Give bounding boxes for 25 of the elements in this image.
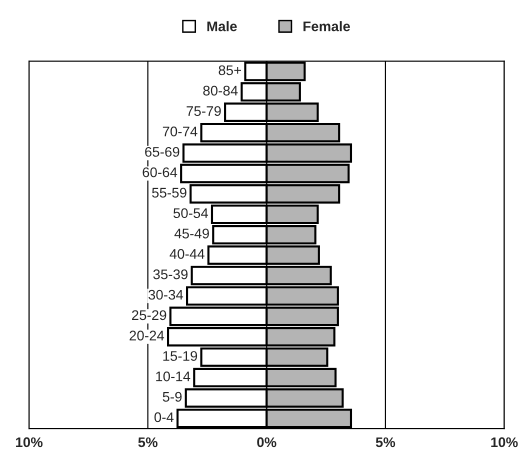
x-tick-label: 5% — [138, 437, 158, 448]
y-tick-label: 80-84 — [203, 86, 238, 96]
x-tick-label: 0% — [257, 437, 276, 448]
y-tick-label: 50-54 — [173, 208, 208, 218]
legend-label: Female — [304, 21, 350, 32]
y-tick-label: 40-44 — [170, 249, 204, 259]
y-tick-label: 30-34 — [148, 290, 184, 300]
y-tick-label: 45-49 — [174, 228, 209, 238]
x-tick-label: 5% — [376, 437, 396, 448]
x-tick-label: 10% — [16, 437, 43, 448]
y-tick-label: 75-79 — [186, 106, 221, 116]
y-tick-label: 85+ — [218, 65, 242, 76]
y-tick-label: 15-19 — [163, 351, 198, 361]
y-tick-label: 65-69 — [145, 146, 180, 157]
y-tick-label: 35-39 — [153, 269, 188, 280]
y-tick-label: 60-64 — [142, 167, 178, 178]
y-tick-label: 5-9 — [162, 392, 182, 402]
legend-label: Male — [207, 21, 237, 32]
y-tick-label: 20-24 — [130, 330, 164, 340]
y-tick-label: 0-4 — [154, 412, 174, 422]
y-tick-label: 55-59 — [152, 188, 186, 198]
y-tick-label: 70-74 — [162, 126, 198, 136]
x-tick-label: 10% — [491, 437, 518, 448]
y-tick-label: 10-14 — [156, 371, 190, 382]
y-tick-label: 25-29 — [132, 310, 166, 320]
